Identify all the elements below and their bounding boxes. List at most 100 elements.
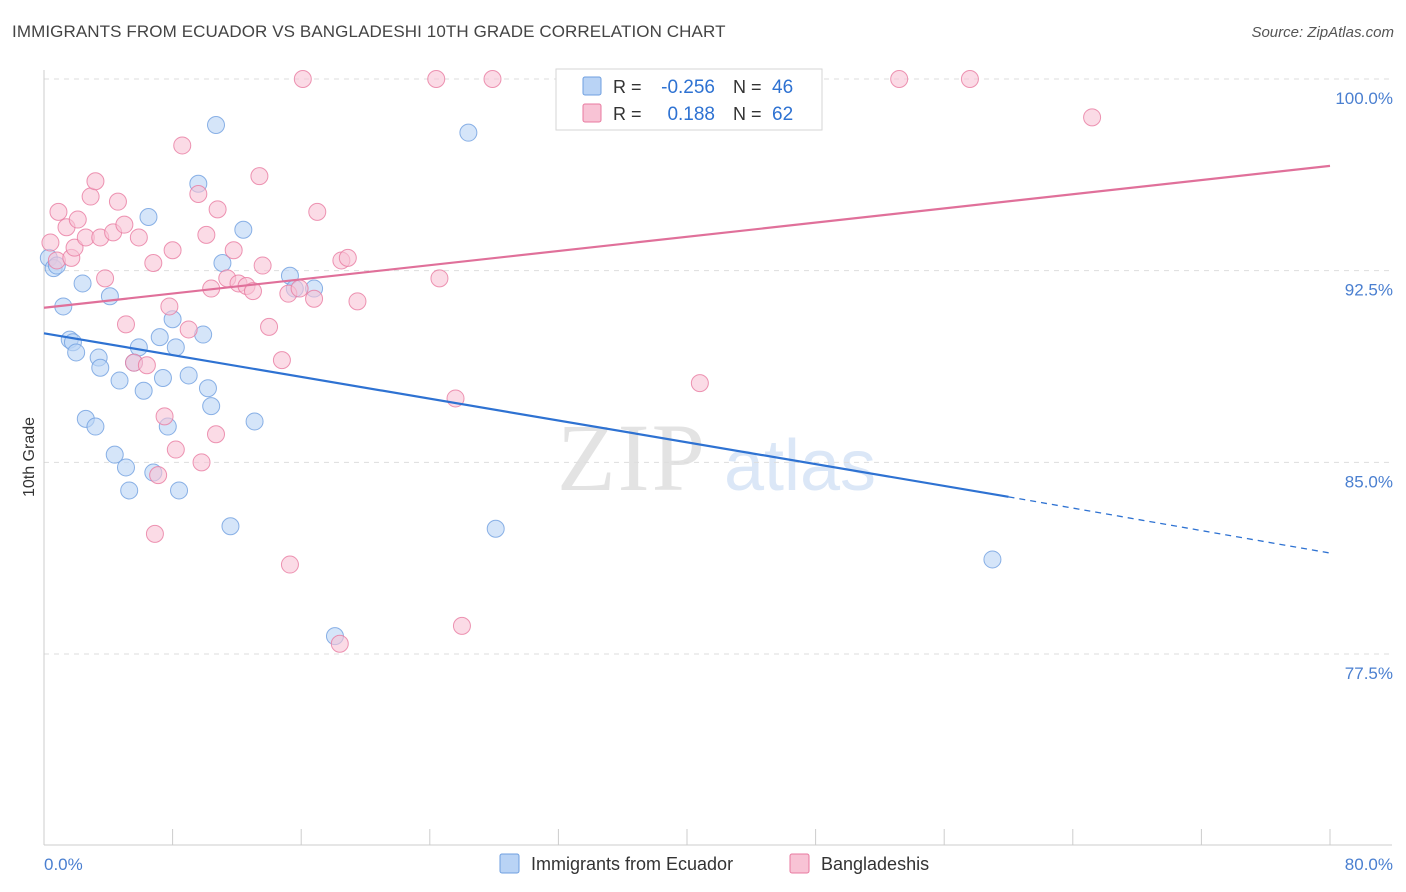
ecuador-point — [105, 445, 124, 464]
ecuador-point — [86, 417, 105, 436]
y-tick-label: 85.0% — [1345, 472, 1393, 491]
y-axis-title: 10th Grade — [21, 417, 38, 497]
watermark-atlas: atlas — [724, 426, 876, 506]
chart-title: IMMIGRANTS FROM ECUADOR VS BANGLADESHI 1… — [12, 22, 726, 41]
ecuador-point — [120, 481, 139, 500]
bangladeshi-point — [160, 297, 179, 316]
ecuador-point — [73, 274, 92, 293]
bangladeshi-point — [129, 228, 148, 247]
ecuador-point — [91, 358, 110, 377]
bangladeshi-point — [96, 269, 115, 288]
ecuador-trend-line — [43, 332, 1009, 498]
stats-r-value-pink: 0.188 — [667, 104, 715, 125]
y-tick-label: 92.5% — [1345, 281, 1393, 300]
legend-swatch-bangladeshis — [789, 853, 810, 874]
legend-label-bangladeshis: Bangladeshis — [821, 854, 929, 874]
axes — [43, 70, 1392, 846]
stats-n-value-blue: 46 — [772, 77, 793, 98]
stats-r-label-pink: R = — [613, 104, 642, 124]
stats-n-label-pink: N = — [733, 104, 762, 124]
ecuador-point — [198, 379, 217, 398]
bangladeshi-point — [452, 616, 471, 635]
legend-label-ecuador: Immigrants from Ecuador — [531, 854, 733, 874]
bangladeshi-point — [253, 256, 272, 275]
bangladeshi-point — [68, 210, 87, 229]
stats-legend-swatch-blue — [582, 76, 602, 96]
bangladeshi-point — [163, 241, 182, 260]
bangladeshi-point — [197, 225, 216, 244]
data-points — [39, 70, 1102, 653]
stats-r-label-blue: R = — [613, 77, 642, 97]
y-tick-label: 100.0% — [1335, 89, 1393, 108]
legend-swatch-ecuador — [499, 853, 520, 874]
bangladeshi-point — [179, 320, 198, 339]
ecuador-point — [166, 338, 185, 357]
ecuador-point — [139, 208, 158, 226]
bangladeshi-point — [189, 185, 208, 203]
stats-n-value-pink: 62 — [772, 104, 793, 125]
bangladeshi-point — [192, 453, 211, 472]
ecuador-point — [179, 366, 198, 385]
ecuador-point — [202, 397, 221, 416]
bangladeshi-point — [290, 279, 309, 298]
bangladeshi-point — [348, 292, 367, 311]
bangladeshi-point — [166, 440, 185, 459]
ecuador-point — [983, 550, 1002, 569]
bangladeshi-point — [308, 202, 327, 221]
ecuador-point — [221, 517, 240, 536]
stats-legend-swatch-pink — [582, 103, 602, 123]
bangladeshi-point — [115, 215, 134, 234]
ecuador-point — [134, 381, 153, 400]
y-tick-labels: 77.5% 85.0% 92.5% 100.0% — [1335, 89, 1393, 683]
bangladeshi-point — [65, 238, 84, 257]
ecuador-point — [153, 369, 172, 387]
ecuador-point — [234, 220, 253, 239]
bangladeshi-point — [149, 466, 168, 485]
source-label: Source: ZipAtlas.com — [1251, 24, 1394, 41]
series-legend: Immigrants from Ecuador Bangladeshis — [499, 853, 929, 874]
bangladeshi-point — [430, 269, 449, 288]
bangladeshi-point — [86, 172, 105, 191]
x-ticks — [43, 829, 1331, 845]
ecuador-point — [150, 328, 169, 347]
x-tick-label-max: 80.0% — [1345, 855, 1393, 874]
bangladeshi-point — [207, 425, 226, 444]
trend-lines — [43, 164, 1331, 554]
bangladeshi-point — [49, 202, 68, 221]
bangladeshi-point — [483, 70, 502, 88]
bangladeshi-point — [338, 248, 357, 267]
bangladeshi-point — [293, 70, 312, 88]
bangladeshi-point — [224, 241, 243, 260]
stats-r-value-blue: -0.256 — [661, 77, 715, 98]
ecuador-point — [116, 458, 135, 477]
ecuador-point — [207, 116, 226, 134]
x-tick-label-min: 0.0% — [44, 855, 83, 874]
bangladeshi-point — [690, 374, 709, 393]
bangladeshi-point — [890, 70, 909, 88]
ecuador-point — [459, 123, 478, 142]
bangladeshi-point — [243, 282, 262, 301]
bangladeshi-point — [137, 356, 156, 375]
bangladeshi-point — [116, 315, 135, 334]
ecuador-point — [170, 481, 189, 500]
ecuador-point — [110, 371, 129, 390]
bangladeshi-trend-line — [43, 164, 1331, 309]
y-tick-label: 77.5% — [1345, 664, 1393, 683]
ecuador-trend-line-extension — [1008, 496, 1331, 554]
ecuador-point — [486, 519, 505, 538]
bangladeshi-point — [144, 254, 163, 272]
bangladeshi-point — [427, 70, 446, 88]
bangladeshi-point — [208, 200, 227, 219]
bangladeshi-point — [173, 136, 192, 155]
bangladeshi-point — [280, 555, 299, 574]
bangladeshi-point — [272, 351, 291, 370]
bangladeshi-point — [1083, 108, 1102, 127]
stats-n-label-blue: N = — [733, 77, 762, 97]
bangladeshi-point — [108, 192, 127, 211]
bangladeshi-point — [81, 187, 100, 206]
stats-legend: R = -0.256 N = 46 R = 0.188 N = 62 — [555, 68, 823, 131]
bangladeshi-point — [155, 407, 174, 426]
bangladeshi-point — [960, 70, 979, 88]
bangladeshi-point — [330, 634, 349, 653]
